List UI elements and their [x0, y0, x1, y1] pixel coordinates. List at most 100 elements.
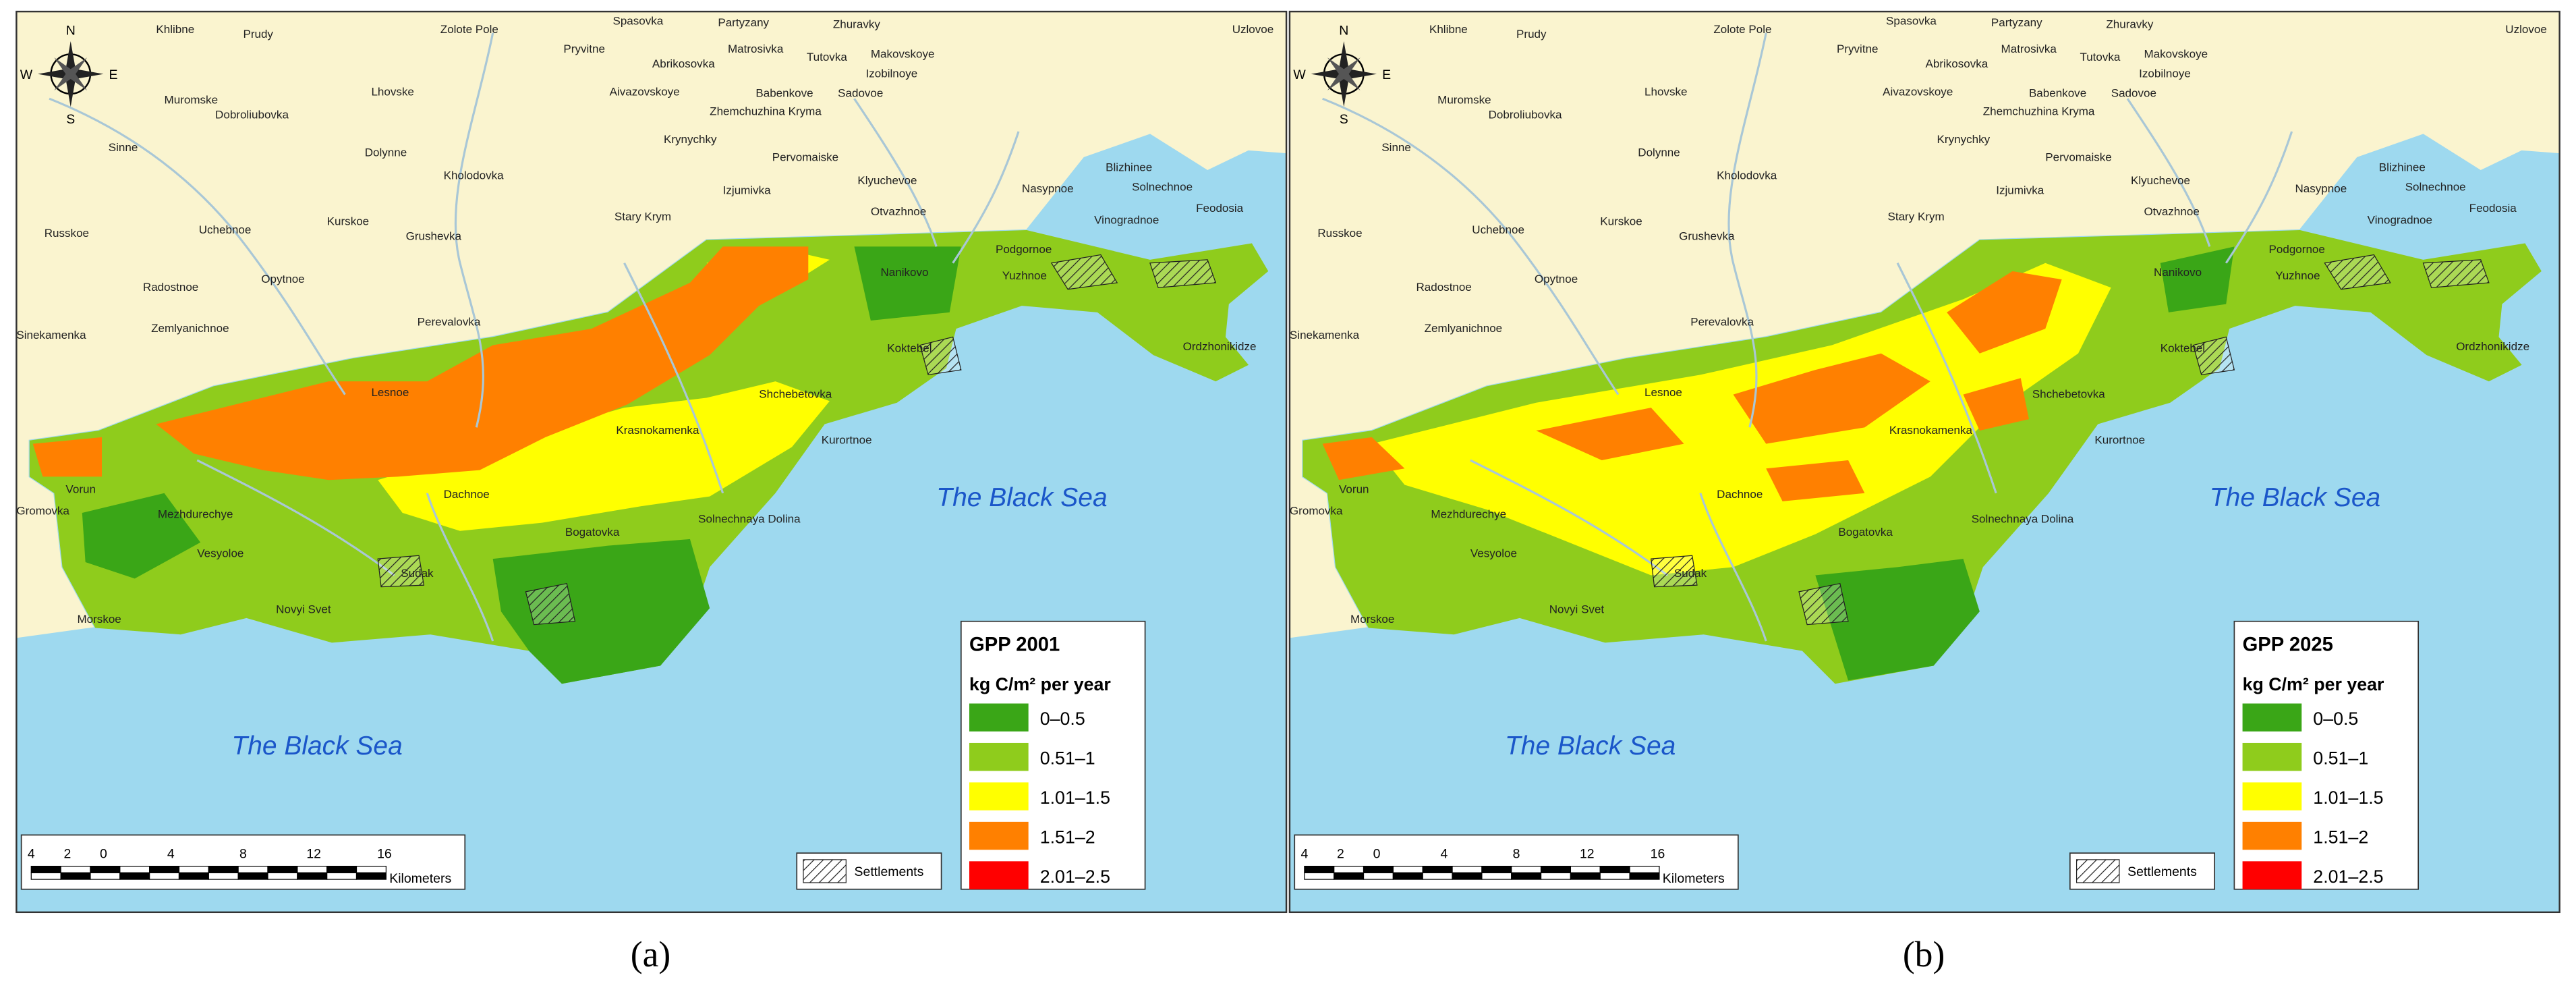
- place-label: Pryvitne: [1837, 43, 1879, 55]
- scale-segment: [326, 866, 357, 873]
- compass-letter: W: [20, 67, 33, 82]
- place-label: Dolynne: [365, 146, 407, 159]
- river: [2225, 131, 2293, 264]
- gpp-zone: [492, 539, 710, 684]
- place-label: Pervomaiske: [772, 151, 838, 164]
- place-label: Dolynne: [1638, 146, 1680, 159]
- legend-swatch: [2242, 821, 2302, 850]
- river: [1727, 32, 1767, 428]
- place-label: Gromovka: [16, 504, 69, 517]
- scale-segment: [60, 866, 91, 873]
- place-label: Mezhdurechye: [1431, 507, 1506, 520]
- gpp-zone: [1815, 559, 1980, 681]
- scale-segment: [1363, 872, 1394, 880]
- scale-segment: [30, 866, 61, 873]
- scale-segment: [1304, 872, 1335, 880]
- scale-segment: [90, 866, 121, 873]
- scale-tick-label: 0: [1373, 846, 1381, 861]
- place-label: Stary Krym: [1887, 210, 1944, 223]
- gpp-zone: [1536, 408, 1684, 461]
- place-label: Pryvitne: [563, 43, 605, 55]
- scale-unit: Kilometers: [1663, 871, 1725, 886]
- place-label: Bogatovka: [1838, 526, 1893, 539]
- scale-segment: [178, 872, 209, 880]
- place-label: Radostnoe: [143, 281, 198, 294]
- place-label: Vorun: [65, 483, 96, 496]
- place-label: Makovskoye: [2144, 47, 2208, 60]
- scale-tick-label: 4: [1300, 846, 1308, 861]
- place-label: Opytnoe: [1535, 273, 1578, 285]
- place-label: Ordzhonikidze: [1183, 340, 1257, 353]
- river: [1699, 493, 1767, 642]
- scale-tick-label: 0: [100, 846, 107, 861]
- place-label: Aivazovskoye: [610, 85, 680, 98]
- river: [952, 131, 1020, 264]
- place-label: Khlibne: [156, 23, 194, 36]
- place-label: Krasnokamenka: [616, 424, 699, 437]
- place-label: Spasovka: [612, 15, 663, 28]
- place-label: Lhovske: [371, 85, 413, 98]
- compass-letter: N: [66, 23, 76, 38]
- scale-segment: [1392, 866, 1423, 873]
- place-label: Pervomaiske: [2045, 151, 2111, 164]
- settlements-label: Settlements: [2127, 864, 2197, 879]
- settlement: [919, 336, 962, 376]
- compass-rose: [54, 57, 88, 91]
- place-label: Prudy: [243, 28, 273, 40]
- compass: N E S W: [20, 23, 118, 127]
- place-label: Podgornoe: [2269, 243, 2325, 256]
- scale-segment: [119, 872, 150, 880]
- place-label: Morskoe: [1350, 613, 1394, 626]
- scale-tick-label: 2: [63, 846, 71, 861]
- place-label: Tutovka: [2080, 51, 2120, 63]
- panel-border: [1288, 10, 2560, 914]
- place-label: Zhemchuzhina Kryma: [710, 105, 822, 118]
- place-label: Nasypnoe: [1022, 182, 1074, 195]
- legend-title: GPP 2025: [2243, 634, 2333, 656]
- place-label: Nanikovo: [2154, 266, 2202, 279]
- scale-tick-label: 8: [239, 846, 247, 861]
- place-label: Blizhinee: [1106, 161, 1152, 173]
- compass-letter: E: [109, 67, 118, 82]
- place-label: Uchebnoe: [1472, 223, 1524, 236]
- place-label: Russkoe: [45, 227, 89, 240]
- scale-unit: Kilometers: [389, 871, 451, 886]
- scale-tick-label: 2: [1337, 846, 1344, 861]
- place-label: Vinogradnoe: [2368, 213, 2432, 226]
- scale-segment: [178, 866, 209, 873]
- scale-segment: [1334, 872, 1365, 880]
- gpp-zone: [1733, 353, 1930, 444]
- scale-segment: [1334, 866, 1365, 873]
- place-label: Otvazhnoe: [871, 205, 926, 218]
- scale-segment: [1540, 866, 1572, 873]
- sea-label: The Black Sea: [231, 732, 402, 761]
- place-label: Dobroliubovka: [1489, 108, 1562, 121]
- legend-unit: kg C/m² per year: [2243, 674, 2384, 694]
- settlements-label: Settlements: [855, 864, 924, 879]
- legend-swatch: [969, 821, 1029, 850]
- place-label: Novyi Svet: [276, 603, 331, 616]
- gpp-zone: [1963, 378, 2029, 431]
- legend-label: 0.51–1: [2313, 748, 2368, 769]
- place-label: Morskoe: [77, 613, 121, 626]
- scale-segment: [326, 872, 357, 880]
- place-label: Izobilnoye: [866, 67, 918, 80]
- settlement: [377, 555, 425, 588]
- compass-rose: [1327, 57, 1361, 91]
- gpp-zone: [1947, 271, 2062, 354]
- legend-label: 1.01–1.5: [2313, 788, 2383, 808]
- scale-segment: [90, 872, 121, 880]
- place-label: Perevalovka: [1690, 315, 1754, 328]
- scale-tick-label: 12: [1580, 846, 1595, 861]
- place-label: Kholodovka: [444, 169, 505, 182]
- panel-caption: (a): [631, 934, 670, 974]
- panel-caption: (b): [1903, 934, 1945, 974]
- place-label: Shchebetovka: [759, 387, 832, 400]
- place-label: Nasypnoe: [2295, 182, 2347, 195]
- place-label: Yuzhnoe: [1002, 269, 1047, 282]
- place-label: Zemlyanichnoe: [151, 322, 229, 335]
- legend-label: 2.01–2.5: [2313, 866, 2383, 887]
- place-label: Zhemchuzhina Kryma: [1983, 105, 2095, 118]
- legend-label: 1.51–2: [2313, 827, 2368, 848]
- scale-tick-label: 4: [1440, 846, 1448, 861]
